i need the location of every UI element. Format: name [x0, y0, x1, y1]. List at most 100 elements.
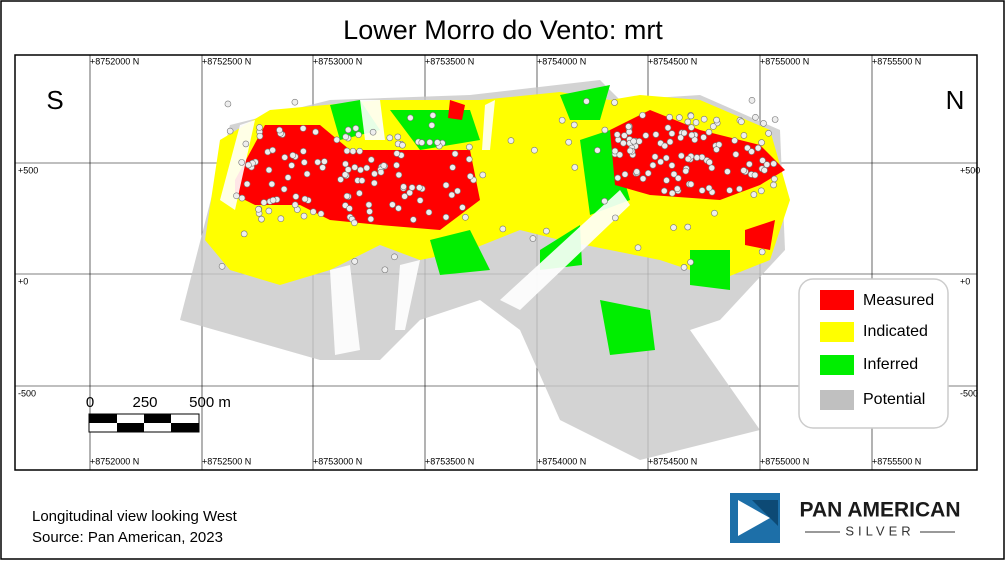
drillhole — [688, 124, 695, 131]
drillhole — [706, 158, 713, 166]
logo-sub: SILVER — [845, 523, 914, 538]
drillhole — [240, 230, 248, 238]
drillhole — [691, 136, 698, 144]
drillhole — [684, 155, 692, 163]
drillhole — [732, 151, 740, 158]
drillhole — [391, 253, 398, 261]
drillhole — [284, 174, 292, 181]
drillhole — [367, 215, 375, 223]
easting-label: +8755000 N — [760, 56, 809, 66]
drillhole — [238, 194, 246, 202]
drillhole — [352, 124, 360, 132]
easting-label: +8754000 N — [537, 56, 586, 66]
legend-label: Potential — [863, 391, 925, 408]
drillhole — [366, 208, 373, 215]
drillhole — [621, 171, 629, 178]
drillhole — [677, 134, 684, 142]
drillhole — [333, 136, 341, 144]
drillhole — [233, 192, 240, 200]
drillhole — [676, 114, 683, 121]
drillhole — [594, 146, 601, 154]
easting-label: +8752500 N — [202, 56, 251, 66]
drillhole — [243, 180, 251, 188]
drillhole — [344, 166, 352, 173]
drillhole — [407, 114, 414, 122]
drillhole — [300, 212, 308, 220]
drillhole — [651, 153, 659, 161]
drillhole — [393, 161, 400, 169]
drillhole — [260, 199, 268, 206]
drillhole — [693, 154, 701, 161]
drillhole — [684, 223, 692, 231]
drillhole — [416, 197, 424, 204]
drillhole — [356, 147, 363, 155]
easting-label: +8755500 N — [872, 456, 921, 466]
drillhole — [736, 185, 743, 193]
drillhole — [752, 114, 759, 121]
drillhole — [371, 170, 378, 178]
footer-line: Source: Pan American, 2023 — [32, 529, 223, 546]
drillhole — [321, 158, 328, 165]
drillhole — [269, 146, 276, 154]
drillhole — [639, 111, 646, 119]
drillhole — [401, 193, 408, 200]
drillhole — [674, 174, 682, 182]
drillhole — [448, 191, 456, 199]
drillhole — [682, 167, 690, 175]
drillhole — [381, 266, 389, 274]
drillhole — [748, 148, 755, 155]
scale-label: 0 — [86, 394, 94, 411]
drillhole — [349, 147, 357, 155]
elevation-label: -500 — [960, 388, 978, 398]
drillhole — [680, 264, 688, 271]
drillhole — [666, 113, 673, 121]
drillhole — [740, 167, 748, 174]
drillhole — [543, 227, 550, 235]
drillhole — [705, 128, 713, 136]
drillhole — [634, 244, 642, 251]
drillhole — [319, 164, 326, 171]
easting-label: +8754500 N — [648, 56, 697, 66]
drillhole — [765, 130, 772, 137]
drillhole — [355, 131, 362, 138]
orebody — [180, 80, 790, 460]
drillhole — [418, 139, 426, 146]
drillhole — [394, 133, 402, 141]
drillhole — [698, 187, 706, 194]
orientation: S N — [46, 85, 964, 115]
drillhole — [256, 124, 263, 131]
drillhole — [479, 171, 487, 179]
drillhole — [462, 213, 469, 221]
drillhole — [277, 215, 285, 223]
drillhole — [630, 137, 637, 145]
drillhole — [442, 181, 450, 189]
right-direction: N — [946, 85, 965, 115]
drillhole — [642, 132, 650, 139]
drillhole — [291, 98, 299, 106]
drillhole — [395, 204, 402, 212]
drillhole — [611, 99, 618, 106]
legend-label: Indicated — [863, 323, 928, 340]
drillhole — [670, 170, 678, 178]
drillhole — [342, 160, 349, 168]
drillhole — [661, 142, 669, 150]
drillhole — [393, 150, 401, 157]
drillhole — [389, 201, 396, 208]
drillhole — [713, 146, 720, 153]
drillhole — [408, 184, 416, 191]
drillhole — [337, 176, 344, 183]
drillhole — [351, 164, 359, 171]
drillhole — [614, 174, 622, 182]
elevation-label: -500 — [18, 388, 36, 398]
drillhole — [238, 159, 245, 166]
drillhole — [395, 171, 403, 179]
elevation-label: +0 — [960, 276, 970, 286]
drillhole — [434, 139, 441, 146]
easting-label: +8753000 N — [313, 56, 362, 66]
drillhole — [289, 152, 297, 159]
drillhole — [358, 177, 366, 184]
drillhole — [663, 154, 670, 162]
drillhole — [611, 147, 619, 155]
logo-name: PAN AMERICAN — [800, 499, 961, 522]
